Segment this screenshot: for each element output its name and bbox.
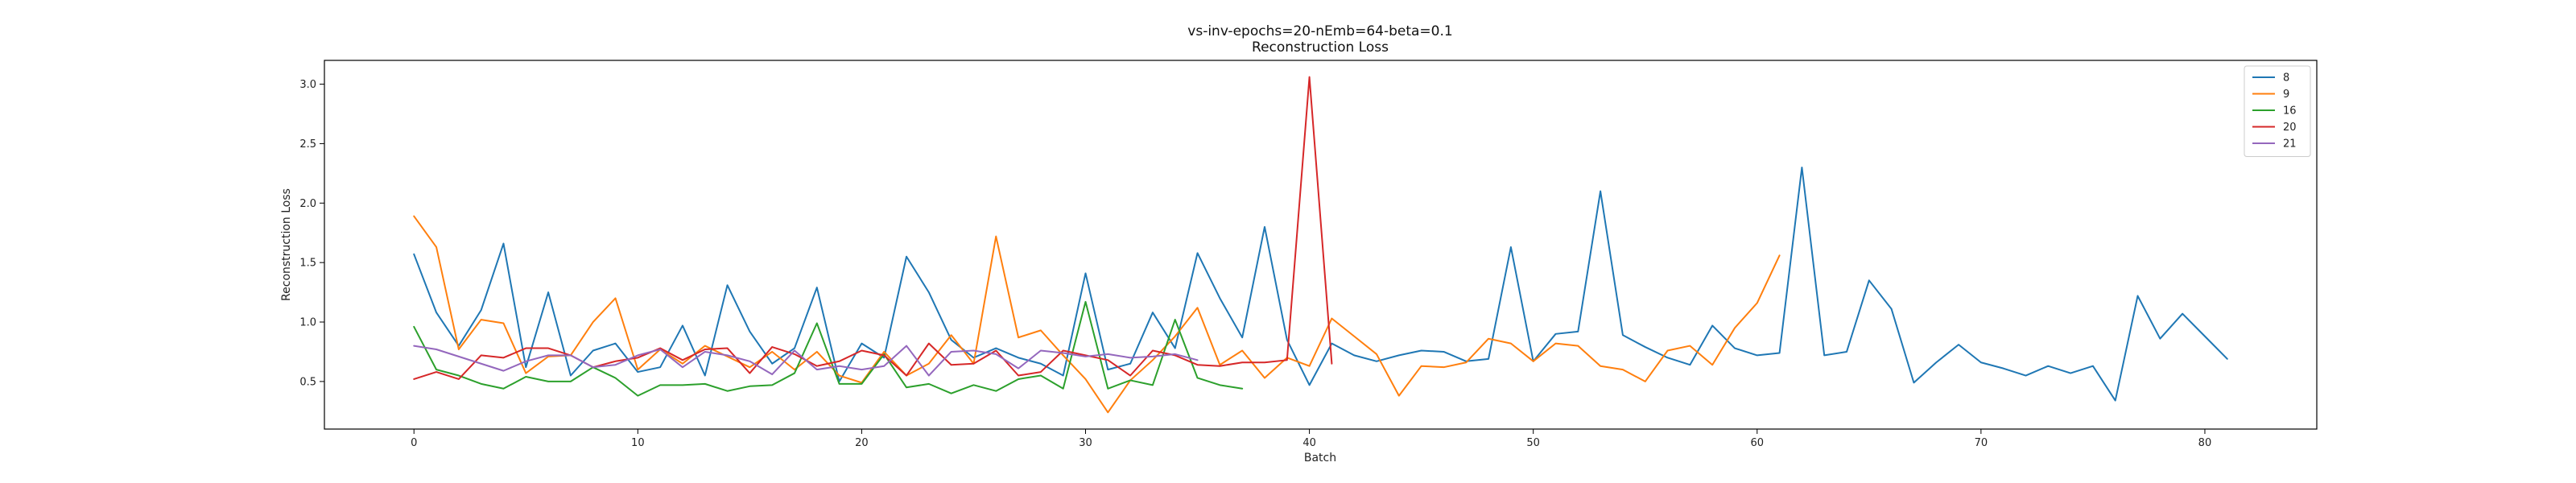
- series-line-20: [413, 76, 1333, 380]
- series-line-8: [413, 166, 2228, 402]
- legend: 8 9 16 20 21: [2244, 65, 2311, 157]
- chart-title-group: vs-inv-epochs=20-nEmb=64-beta=0.1 Recons…: [1187, 23, 1452, 56]
- x-tick-label: 30: [1079, 437, 1092, 449]
- y-tick-label: 2.0: [299, 198, 316, 210]
- y-tick-label: 1.5: [299, 258, 316, 270]
- series-line-16: [413, 300, 1244, 397]
- x-tick-label: 60: [1751, 437, 1765, 449]
- x-tick-label: 50: [1526, 437, 1540, 449]
- series-layer: [413, 76, 2228, 414]
- chart-subtitle: Reconstruction Loss: [1252, 39, 1389, 56]
- legend-label: 21: [2283, 138, 2297, 151]
- x-tick-label: 40: [1302, 437, 1316, 449]
- y-tick-label: 3.0: [299, 79, 316, 91]
- chart-title: vs-inv-epochs=20-nEmb=64-beta=0.1: [1187, 23, 1452, 39]
- series-line-21: [413, 345, 1199, 377]
- series-line-9: [413, 215, 1781, 414]
- legend-label: 9: [2283, 89, 2289, 101]
- y-tick-label: 2.5: [299, 138, 316, 151]
- x-tick-label: 0: [411, 437, 417, 449]
- plot-area-frame: [324, 60, 2318, 430]
- x-tick-label: 20: [855, 437, 869, 449]
- x-axis-ticks: 0 10 20 30 40 50 60 70 80: [411, 429, 2211, 449]
- legend-box: [2244, 65, 2311, 157]
- legend-label: 20: [2283, 122, 2297, 134]
- x-tick-label: 10: [631, 437, 645, 449]
- y-axis-ticks: 0.5 1.0 1.5 2.0 2.5 3.0: [299, 79, 324, 388]
- x-tick-label: 80: [2198, 437, 2212, 449]
- y-tick-label: 0.5: [299, 376, 316, 388]
- legend-label: 16: [2283, 105, 2297, 118]
- y-axis-label: Reconstruction Loss: [280, 188, 293, 301]
- x-axis-label: Batch: [1304, 452, 1336, 464]
- x-tick-label: 70: [1975, 437, 1988, 449]
- y-tick-label: 1.0: [299, 317, 316, 329]
- legend-label: 8: [2283, 72, 2289, 85]
